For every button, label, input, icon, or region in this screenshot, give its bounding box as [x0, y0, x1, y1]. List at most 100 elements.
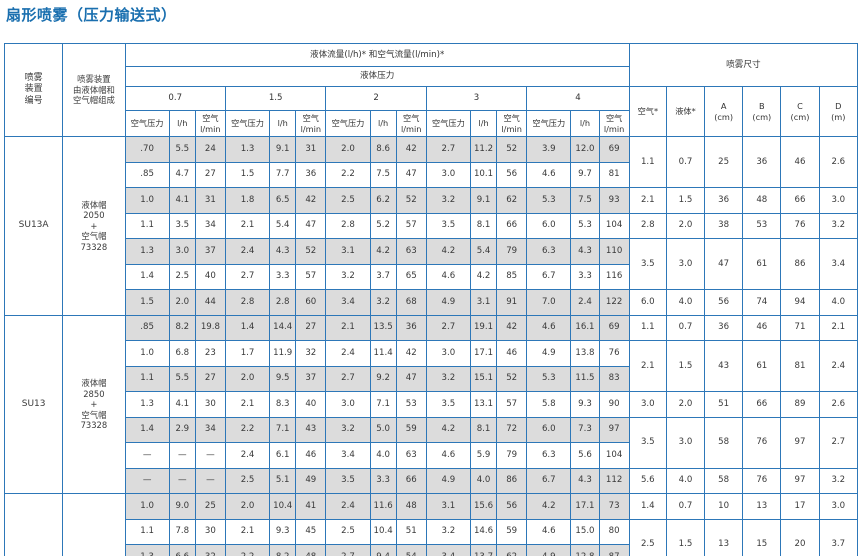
header-sub-lh-3: l/h	[469, 110, 498, 137]
header-sub-air-pressure-3: 空气压力	[425, 110, 471, 137]
dimension-cell: 66	[742, 391, 782, 418]
data-cell: 4.2	[469, 263, 498, 290]
data-cell: 4.2	[425, 416, 471, 443]
data-cell: 4.0	[469, 467, 498, 494]
header-dim-c-unit: (cm)	[790, 111, 810, 122]
data-cell: 2.2	[224, 416, 271, 443]
data-cell: 9.0	[168, 493, 196, 520]
table-row: 1.1 3.5 34 2.1 5.4 47 2.8 5.2 57 3.5 8.1 66 6.0 5.3 10…	[5, 212, 859, 239]
data-cell: 43	[295, 416, 327, 443]
data-cell: 46	[496, 340, 528, 367]
header-cap-line-3: 空气帽组成	[72, 95, 115, 106]
data-cell: 3.2	[425, 518, 471, 545]
model-cell-sun13: SUN13	[3, 493, 64, 556]
data-cell: 4.6	[425, 442, 471, 469]
data-cell: 13.8	[570, 340, 600, 367]
data-cell: 2.0	[224, 493, 271, 520]
dimension-cell: 2.4	[818, 340, 859, 392]
data-cell: 7.5	[570, 187, 600, 214]
header-row-pressure-values: 0.7 1.5 2 3 4 空气* 液体* A (cm) B (cm)	[5, 86, 859, 137]
data-cell: 53	[395, 391, 427, 418]
dimension-cell: 2.5	[628, 518, 667, 556]
data-cell: 36	[395, 314, 427, 341]
data-cell: 9.4	[369, 544, 397, 556]
data-cell: 2.1	[224, 391, 271, 418]
dimension-cell: 56	[704, 289, 744, 316]
dimension-cell: 17	[780, 493, 820, 520]
table-row: 1.36.6322.28.2482.79.4543.413.7624.912.8…	[5, 544, 858, 556]
data-cell: 54	[395, 544, 427, 556]
data-cell: 5.2	[369, 212, 397, 239]
data-cell: 6.1	[269, 442, 297, 469]
data-cell: 79	[496, 238, 528, 265]
data-cell: 2.4	[325, 340, 371, 367]
data-cell: 3.1	[325, 238, 371, 265]
header-dim-d-letter: D	[835, 101, 842, 112]
data-cell: 52	[395, 187, 427, 214]
cap-line-2: +	[90, 220, 98, 231]
data-cell: 1.1	[124, 518, 170, 545]
data-cell: 44	[194, 289, 226, 316]
data-cell: 104	[598, 212, 630, 239]
header-cell-model: 喷雾 装置 编号	[3, 43, 64, 137]
data-cell: 27	[194, 365, 226, 392]
data-cell: 6.6	[168, 544, 196, 556]
data-cell: 2.5	[168, 263, 196, 290]
data-cell: 45	[295, 518, 327, 545]
dimension-cell: 71	[780, 314, 820, 341]
data-cell: 1.7	[224, 340, 271, 367]
cap-line-4: 73328	[80, 420, 108, 430]
data-cell: 27	[194, 161, 226, 188]
data-cell: 7.3	[570, 416, 600, 443]
data-cell: 4.2	[526, 493, 572, 520]
header-pressure-3: 3	[425, 86, 528, 111]
data-cell: 2.7	[425, 314, 471, 341]
data-cell: 3.2	[425, 365, 471, 392]
data-cell: 27	[295, 314, 327, 341]
data-cell: 8.3	[269, 391, 297, 418]
data-cell: 3.3	[570, 263, 600, 290]
data-cell: 10.4	[269, 493, 297, 520]
header-sub-air-lmin-3: 空气 l/min	[496, 110, 528, 137]
table-row: 1.0 4.1 31 1.8 6.5 42 2.5 6.2 52 3.2 9.1 62 5.3 7.5 93…	[5, 187, 859, 214]
data-cell: 2.8	[269, 289, 297, 316]
data-cell: 7.1	[369, 391, 397, 418]
dimension-cell: 3.0	[665, 416, 706, 469]
dimension-cell: 47	[704, 238, 744, 290]
header-spray-size-group: 喷雾尺寸	[628, 43, 859, 87]
data-cell: 2.5	[224, 467, 271, 494]
data-cell: 32	[194, 544, 226, 556]
data-cell: 116	[598, 263, 630, 290]
data-cell: 4.3	[570, 467, 600, 494]
data-cell: 2.0	[224, 365, 271, 392]
data-cell: .85	[124, 314, 170, 341]
header-sub-air-lmin-0: 空气 l/min	[194, 110, 226, 137]
data-cell: 7.8	[168, 518, 196, 545]
data-cell: 62	[496, 544, 528, 556]
data-cell: 2.8	[325, 212, 371, 239]
data-cell: 3.2	[325, 263, 371, 290]
data-cell: 52	[295, 238, 327, 265]
data-cell: 1.0	[124, 340, 170, 367]
dimension-cell: 13	[742, 493, 782, 520]
header-pressure-4: 4	[526, 86, 630, 111]
data-cell: 48	[395, 493, 427, 520]
spray-data-table: 喷雾 装置 编号 喷雾装置 由液体帽和 空气帽组成 液体流量(l/h)* 和空气…	[3, 43, 859, 556]
dimension-cell: 58	[704, 416, 744, 469]
data-cell: 24	[194, 136, 226, 163]
dimension-cell: 36	[704, 187, 744, 214]
header-sub-air-lmin-line1-0: 空气	[202, 113, 219, 124]
dimension-cell: 2.7	[818, 416, 859, 469]
data-cell: 6.0	[526, 212, 572, 239]
dimension-cell: 2.6	[818, 391, 859, 418]
data-cell: .70	[124, 136, 170, 163]
cap-line-4: 73328	[80, 241, 108, 252]
data-cell: 5.5	[168, 136, 196, 163]
data-cell: 57	[295, 263, 327, 290]
data-cell: 11.2	[469, 136, 498, 163]
data-cell: 6.0	[526, 416, 572, 443]
data-cell: 104	[598, 442, 630, 469]
data-cell: 85	[496, 263, 528, 290]
data-cell: 41	[295, 493, 327, 520]
dimension-cell: 61	[742, 340, 782, 392]
